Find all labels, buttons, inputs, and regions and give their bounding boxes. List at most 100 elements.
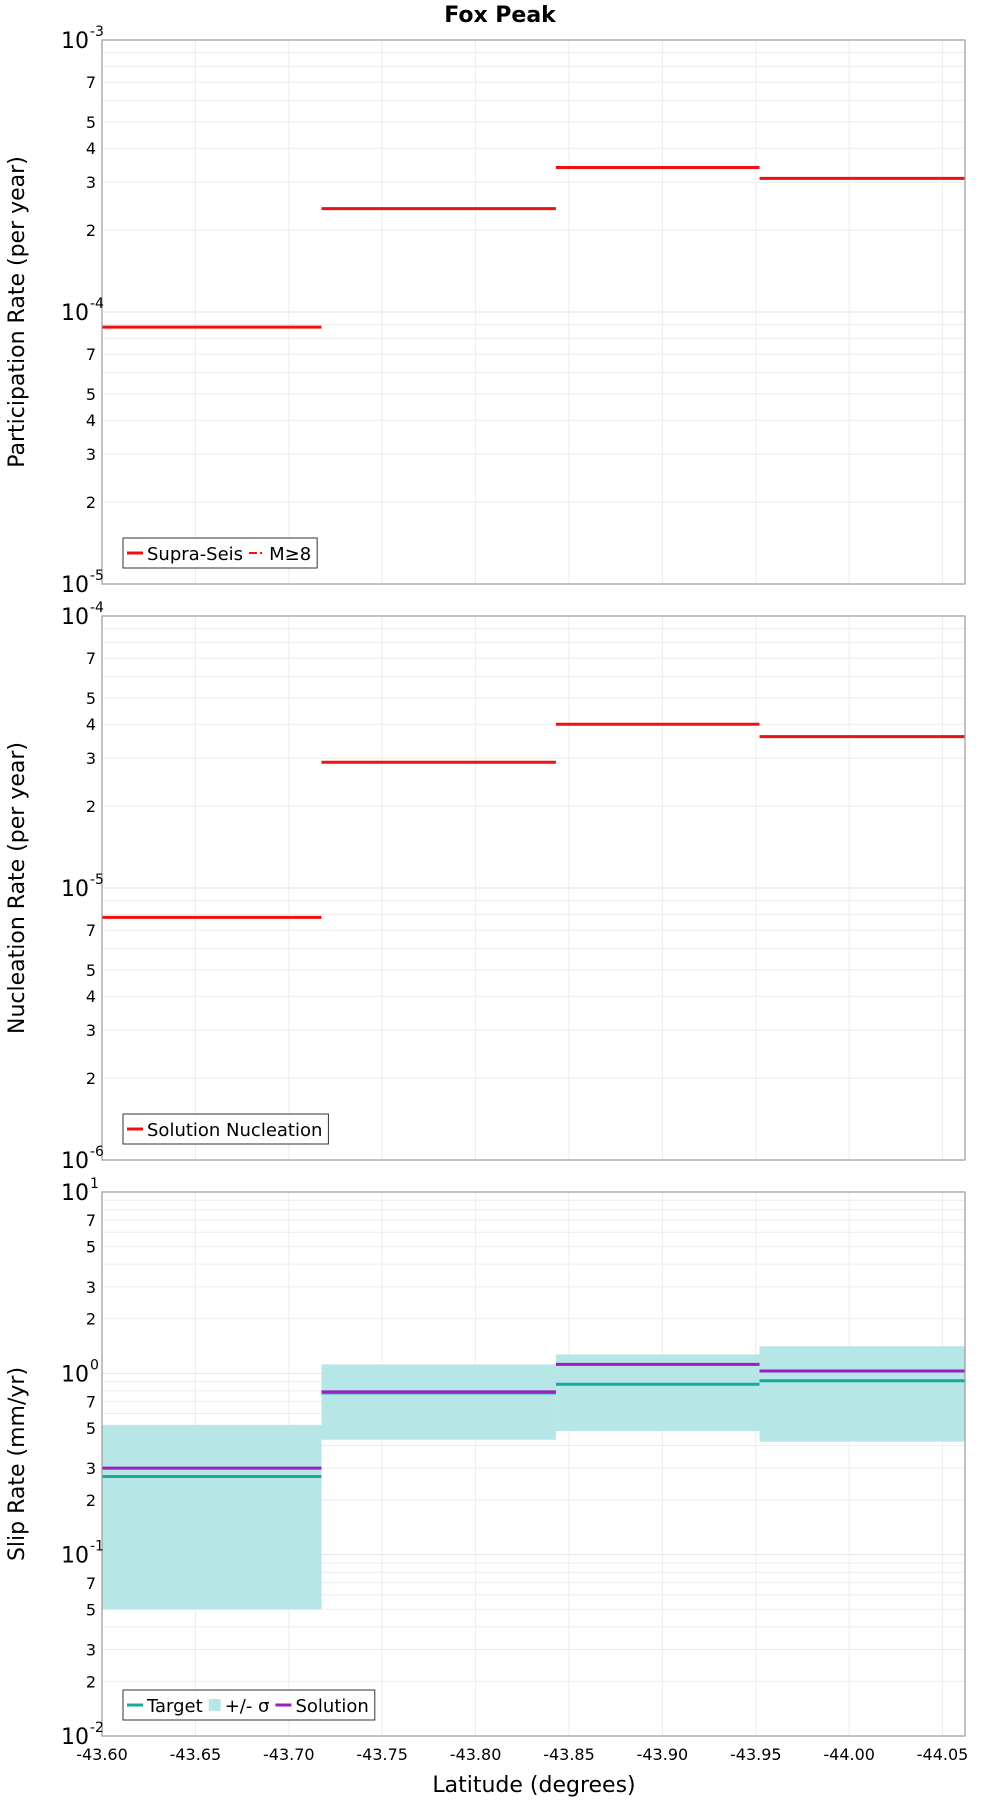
y-minor-tick-label: 4 bbox=[86, 411, 96, 430]
y-major-tick-label: 10 -4 bbox=[61, 296, 104, 326]
x-tick-label: -43.75 bbox=[356, 1745, 408, 1764]
y-major-tick-label: 10 -1 bbox=[61, 1539, 104, 1569]
y-tick-exponent: -5 bbox=[90, 872, 104, 888]
legend-label: Solution bbox=[295, 1696, 368, 1717]
y-tick-base: 10 bbox=[61, 605, 89, 630]
sigma-band-segment bbox=[759, 1346, 965, 1442]
y-tick-base: 10 bbox=[61, 1544, 89, 1569]
x-tick-label: -44.05 bbox=[917, 1745, 969, 1764]
y-tick-exponent: 0 bbox=[90, 1357, 99, 1373]
y-major-tick-label: 10 -4 bbox=[61, 600, 104, 630]
x-tick-label: -43.65 bbox=[170, 1745, 222, 1764]
plot-frame bbox=[101, 615, 966, 1161]
legend-label: Target bbox=[146, 1696, 203, 1717]
x-tick-label: -43.85 bbox=[543, 1745, 595, 1764]
y-axis-label: Nucleation Rate (per year) bbox=[5, 742, 30, 1034]
legend: Target +/- σ Solution bbox=[122, 1689, 376, 1721]
y-tick-base: 10 bbox=[61, 1362, 89, 1387]
legend-label: M≥8 bbox=[269, 544, 311, 565]
y-minor-tick-label: 4 bbox=[86, 987, 96, 1006]
sigma-band-segment bbox=[555, 1354, 760, 1432]
y-tick-base: 10 bbox=[61, 877, 89, 902]
y-major-tick-label: 10 -3 bbox=[61, 24, 104, 54]
y-tick-base: 10 bbox=[61, 29, 89, 54]
y-minor-tick-label: 5 bbox=[86, 113, 96, 132]
x-tick-label: -43.60 bbox=[76, 1745, 128, 1764]
y-tick-exponent: -2 bbox=[90, 1720, 104, 1736]
y-minor-tick-label: 3 bbox=[86, 749, 96, 768]
legend: Supra-Seis M≥8 bbox=[122, 537, 318, 569]
y-tick-base: 10 bbox=[61, 1149, 89, 1174]
legend-box bbox=[122, 1689, 376, 1721]
legend-box bbox=[122, 1113, 329, 1145]
y-minor-tick-label: 3 bbox=[86, 1278, 96, 1297]
y-minor-tick-label: 7 bbox=[86, 1392, 96, 1411]
y-axis-label: Slip Rate (mm/yr) bbox=[5, 1367, 30, 1561]
y-tick-base: 10 bbox=[61, 1181, 89, 1206]
y-minor-tick-label: 7 bbox=[86, 1574, 96, 1593]
y-major-tick-label: 10 -2 bbox=[61, 1720, 104, 1750]
series-supra-seis bbox=[102, 165, 965, 329]
y-major-tick-label: 10 -5 bbox=[61, 872, 104, 902]
y-minor-tick-label: 5 bbox=[86, 1238, 96, 1257]
y-minor-tick-label: 2 bbox=[86, 1491, 96, 1510]
y-tick-base: 10 bbox=[61, 1725, 89, 1750]
x-tick-label: -43.80 bbox=[450, 1745, 502, 1764]
y-tick-exponent: -4 bbox=[90, 600, 104, 616]
sigma-band-segment bbox=[102, 1424, 322, 1610]
chart-title: Fox Peak bbox=[444, 3, 557, 28]
y-tick-base: 10 bbox=[61, 573, 89, 598]
y-minor-tick-label: 2 bbox=[86, 493, 96, 512]
y-major-tick-label: 10 -5 bbox=[61, 568, 104, 598]
y-minor-tick-label: 3 bbox=[86, 445, 96, 464]
x-tick-label: -43.90 bbox=[637, 1745, 689, 1764]
y-minor-tick-label: 3 bbox=[86, 1021, 96, 1040]
y-axis-label: Participation Rate (per year) bbox=[5, 156, 30, 468]
y-major-tick-label: 10 -6 bbox=[61, 1144, 104, 1174]
plot-frame bbox=[101, 1191, 966, 1737]
y-tick-exponent: -5 bbox=[90, 568, 104, 584]
legend: Solution Nucleation bbox=[122, 1113, 329, 1145]
y-tick-exponent: -1 bbox=[90, 1539, 104, 1555]
sigma-band-segment bbox=[321, 1364, 556, 1440]
y-minor-tick-label: 5 bbox=[86, 961, 96, 980]
legend-label: +/- σ bbox=[225, 1696, 270, 1717]
y-minor-tick-label: 2 bbox=[86, 221, 96, 240]
legend-box bbox=[122, 537, 318, 569]
series- bbox=[102, 1346, 965, 1610]
y-minor-tick-label: 5 bbox=[86, 689, 96, 708]
y-minor-tick-label: 3 bbox=[86, 173, 96, 192]
series-solution bbox=[102, 1362, 965, 1470]
y-minor-tick-label: 7 bbox=[86, 1211, 96, 1230]
y-minor-tick-label: 3 bbox=[86, 1459, 96, 1478]
y-tick-exponent: -3 bbox=[90, 24, 104, 40]
y-tick-exponent: -4 bbox=[90, 296, 104, 312]
plot-frame bbox=[101, 39, 966, 585]
y-minor-tick-label: 5 bbox=[86, 385, 96, 404]
y-tick-base: 10 bbox=[61, 301, 89, 326]
x-tick-label: -44.00 bbox=[823, 1745, 875, 1764]
y-tick-exponent: -6 bbox=[90, 1144, 104, 1160]
y-minor-tick-label: 5 bbox=[86, 1419, 96, 1438]
y-tick-exponent: 1 bbox=[90, 1176, 99, 1192]
y-minor-tick-label: 4 bbox=[86, 715, 96, 734]
y-minor-tick-label: 2 bbox=[86, 1672, 96, 1691]
y-minor-tick-label: 5 bbox=[86, 1600, 96, 1619]
legend-label: Solution Nucleation bbox=[147, 1120, 322, 1141]
y-minor-tick-label: 3 bbox=[86, 1640, 96, 1659]
y-minor-tick-label: 7 bbox=[86, 345, 96, 364]
x-tick-label: -43.70 bbox=[263, 1745, 315, 1764]
y-minor-tick-label: 4 bbox=[86, 139, 96, 158]
y-minor-tick-label: 7 bbox=[86, 649, 96, 668]
x-axis-ticks: -43.60 -43.65 -43.70 -43.75 -43.80 -43.85 -43.… bbox=[76, 1745, 968, 1764]
y-minor-tick-label: 2 bbox=[86, 1069, 96, 1088]
y-minor-tick-label: 2 bbox=[86, 1310, 96, 1329]
series-solution-nucleation bbox=[102, 722, 965, 919]
y-major-tick-label: 10 1 bbox=[61, 1176, 99, 1206]
x-axis-label: Latitude (degrees) bbox=[432, 1773, 635, 1798]
